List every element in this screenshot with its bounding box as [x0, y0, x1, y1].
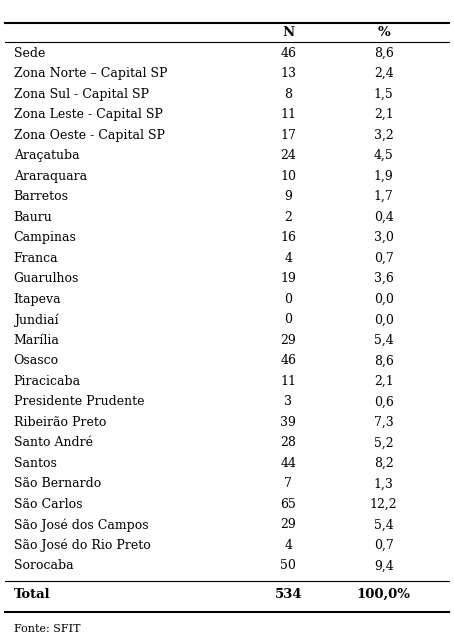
Text: 4: 4: [284, 539, 292, 552]
Text: 10: 10: [280, 170, 296, 183]
Text: 5,2: 5,2: [374, 437, 394, 449]
Text: 29: 29: [281, 518, 296, 532]
Text: 1,9: 1,9: [374, 170, 394, 183]
Text: 3,0: 3,0: [374, 231, 394, 244]
Text: 4: 4: [284, 252, 292, 265]
Text: 16: 16: [280, 231, 296, 244]
Text: Santo André: Santo André: [14, 437, 93, 449]
Text: 534: 534: [275, 588, 302, 601]
Text: 0,0: 0,0: [374, 293, 394, 306]
Text: 0,0: 0,0: [374, 313, 394, 326]
Text: 7,3: 7,3: [374, 416, 394, 429]
Text: 9: 9: [284, 190, 292, 203]
Text: 11: 11: [280, 108, 296, 121]
Text: 65: 65: [281, 498, 296, 511]
Text: 8,6: 8,6: [374, 354, 394, 367]
Text: Ribeirão Preto: Ribeirão Preto: [14, 416, 106, 429]
Text: Sorocaba: Sorocaba: [14, 559, 73, 572]
Text: São José do Rio Preto: São José do Rio Preto: [14, 539, 150, 552]
Text: Santos: Santos: [14, 457, 56, 470]
Text: 0,4: 0,4: [374, 211, 394, 224]
Text: Osasco: Osasco: [14, 354, 59, 367]
Text: Zona Norte – Capital SP: Zona Norte – Capital SP: [14, 67, 167, 80]
Text: 11: 11: [280, 375, 296, 388]
Text: Jundiaí: Jundiaí: [14, 313, 58, 327]
Text: 39: 39: [281, 416, 296, 429]
Text: Itapeva: Itapeva: [14, 293, 61, 306]
Text: 24: 24: [281, 149, 296, 162]
Text: Total: Total: [14, 588, 50, 601]
Text: 17: 17: [281, 129, 296, 141]
Text: Sede: Sede: [14, 46, 45, 60]
Text: 28: 28: [281, 437, 296, 449]
Text: 1,7: 1,7: [374, 190, 394, 203]
Text: 3,2: 3,2: [374, 129, 394, 141]
Text: 3: 3: [284, 395, 292, 408]
Text: 2: 2: [284, 211, 292, 224]
Text: 1,3: 1,3: [374, 477, 394, 491]
Text: 4,5: 4,5: [374, 149, 394, 162]
Text: 44: 44: [280, 457, 296, 470]
Text: 8,6: 8,6: [374, 46, 394, 60]
Text: 0: 0: [284, 313, 292, 326]
Text: 8,2: 8,2: [374, 457, 394, 470]
Text: 13: 13: [280, 67, 296, 80]
Text: São Carlos: São Carlos: [14, 498, 82, 511]
Text: Araçatuba: Araçatuba: [14, 149, 79, 162]
Text: Presidente Prudente: Presidente Prudente: [14, 395, 144, 408]
Text: 5,4: 5,4: [374, 334, 394, 347]
Text: 2,1: 2,1: [374, 375, 394, 388]
Text: São Bernardo: São Bernardo: [14, 477, 101, 491]
Text: 3,6: 3,6: [374, 272, 394, 285]
Text: 46: 46: [280, 354, 296, 367]
Text: 100,0%: 100,0%: [357, 588, 410, 601]
Text: 9,4: 9,4: [374, 559, 394, 572]
Text: Franca: Franca: [14, 252, 58, 265]
Text: 0: 0: [284, 293, 292, 306]
Text: Piracicaba: Piracicaba: [14, 375, 81, 388]
Text: N: N: [282, 26, 294, 39]
Text: São José dos Campos: São José dos Campos: [14, 518, 148, 532]
Text: Campinas: Campinas: [14, 231, 76, 244]
Text: 50: 50: [281, 559, 296, 572]
Text: Zona Sul - Capital SP: Zona Sul - Capital SP: [14, 87, 148, 100]
Text: Zona Leste - Capital SP: Zona Leste - Capital SP: [14, 108, 163, 121]
Text: Fonte: SFIT: Fonte: SFIT: [14, 624, 80, 634]
Text: 8: 8: [284, 87, 292, 100]
Text: 29: 29: [281, 334, 296, 347]
Text: 46: 46: [280, 46, 296, 60]
Text: Guarulhos: Guarulhos: [14, 272, 79, 285]
Text: Zona Oeste - Capital SP: Zona Oeste - Capital SP: [14, 129, 165, 141]
Text: 0,6: 0,6: [374, 395, 394, 408]
Text: 7: 7: [284, 477, 292, 491]
Text: 0,7: 0,7: [374, 252, 394, 265]
Text: Barretos: Barretos: [14, 190, 69, 203]
Text: 0,7: 0,7: [374, 539, 394, 552]
Text: 1,5: 1,5: [374, 87, 394, 100]
Text: Bauru: Bauru: [14, 211, 52, 224]
Text: Marília: Marília: [14, 334, 59, 347]
Text: 19: 19: [281, 272, 296, 285]
Text: 2,4: 2,4: [374, 67, 394, 80]
Text: %: %: [377, 26, 390, 39]
Text: 5,4: 5,4: [374, 518, 394, 532]
Text: 2,1: 2,1: [374, 108, 394, 121]
Text: Araraquara: Araraquara: [14, 170, 87, 183]
Text: 12,2: 12,2: [370, 498, 397, 511]
